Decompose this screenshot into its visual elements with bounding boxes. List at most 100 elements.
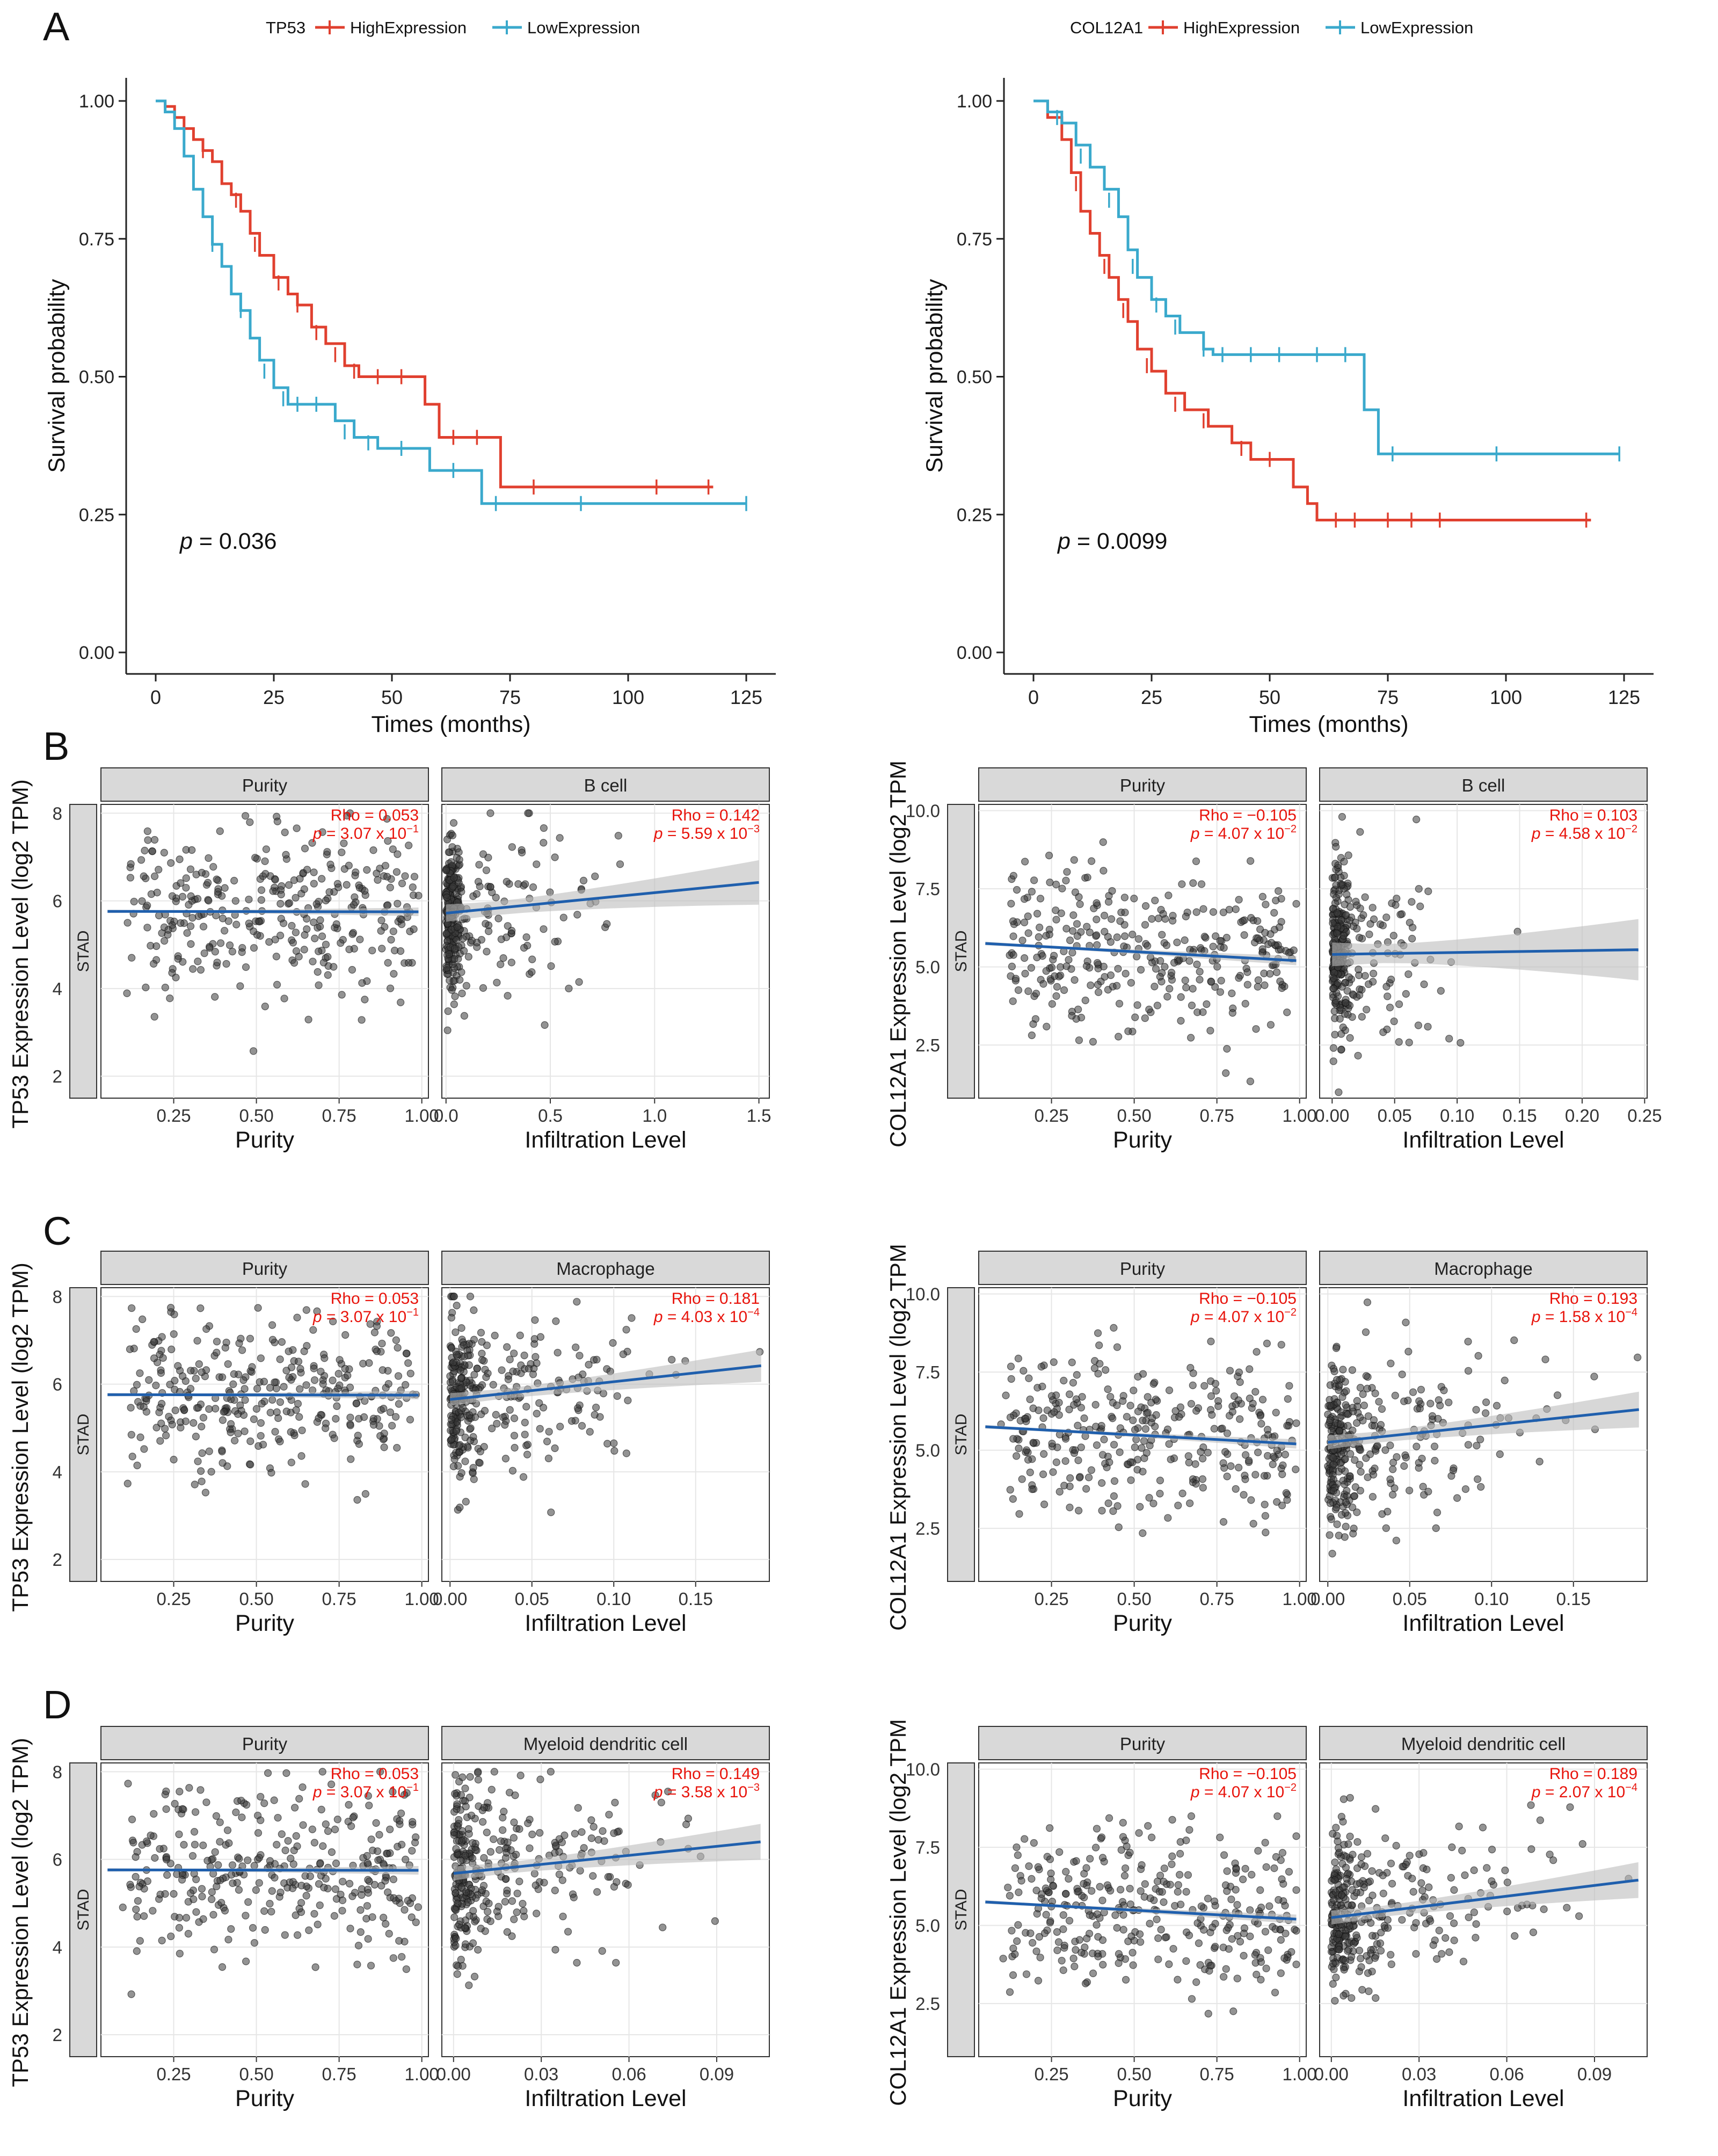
data-point	[1334, 1399, 1342, 1407]
data-point	[490, 1835, 498, 1843]
data-point	[1009, 1495, 1017, 1503]
row-strip	[947, 804, 975, 1099]
data-point	[182, 884, 190, 892]
data-point	[524, 809, 532, 817]
data-point	[1055, 1848, 1064, 1856]
data-point	[447, 1313, 456, 1322]
data-point	[1052, 881, 1060, 889]
data-point	[1229, 2007, 1237, 2015]
data-point	[402, 1965, 410, 1973]
data-point	[1233, 1974, 1241, 1983]
data-point	[198, 1368, 206, 1376]
data-point	[288, 921, 296, 930]
data-point	[1457, 1039, 1465, 1047]
data-point	[476, 882, 484, 890]
x-tick-label: 0.05	[1378, 1106, 1412, 1126]
data-point	[1177, 1900, 1185, 1908]
data-point	[1119, 1926, 1127, 1934]
y-tick-label: 0.00	[79, 643, 114, 663]
data-point	[1101, 927, 1109, 936]
data-point	[1061, 1435, 1070, 1443]
y-tick-label: 4	[53, 1937, 62, 1957]
data-point	[287, 1428, 295, 1436]
data-point	[1477, 1483, 1485, 1491]
data-point	[1339, 1023, 1347, 1032]
data-point	[529, 1370, 537, 1378]
data-point	[314, 1920, 322, 1928]
data-point	[610, 1439, 618, 1447]
data-point	[1453, 1494, 1461, 1502]
data-point	[199, 1915, 207, 1923]
data-point	[229, 1380, 237, 1388]
data-point	[462, 1803, 470, 1811]
data-point	[573, 911, 581, 919]
data-point	[1406, 1852, 1414, 1860]
x-tick-label: 0.00	[1314, 2064, 1349, 2084]
data-point	[1220, 1851, 1228, 1859]
data-point	[1337, 1511, 1346, 1519]
data-point	[1059, 1911, 1067, 1919]
data-point	[1058, 884, 1066, 892]
x-tick-label: 0.06	[1489, 2064, 1524, 2084]
data-point	[1227, 1895, 1235, 1904]
data-point	[1192, 908, 1200, 916]
data-point	[398, 880, 406, 888]
data-point	[456, 976, 464, 984]
data-point	[460, 1012, 469, 1020]
data-point	[472, 890, 481, 898]
data-point	[1251, 1388, 1260, 1396]
data-point	[1409, 1888, 1417, 1896]
data-point	[493, 1420, 501, 1428]
data-point	[1090, 1364, 1098, 1373]
data-point	[1008, 1927, 1016, 1935]
data-point	[1104, 1499, 1112, 1507]
data-point	[1047, 1869, 1055, 1877]
data-point	[1432, 1524, 1440, 1532]
data-point	[191, 1840, 199, 1849]
x-axis-label: Infiltration Level	[1402, 1610, 1564, 1636]
data-point	[158, 1936, 166, 1944]
data-point	[1356, 1461, 1364, 1469]
data-point	[1127, 979, 1135, 987]
facet-strip-label: Myeloid dendritic cell	[1401, 1734, 1566, 1754]
data-point	[1175, 1413, 1183, 1421]
data-point	[1406, 1486, 1414, 1494]
data-point	[157, 1369, 165, 1377]
data-point	[266, 1900, 274, 1908]
data-point	[1496, 1450, 1504, 1458]
data-point	[211, 948, 219, 956]
data-point	[347, 1822, 355, 1830]
data-point	[1377, 1928, 1385, 1937]
data-point	[276, 899, 285, 908]
data-point	[170, 1455, 178, 1464]
data-point	[178, 1876, 186, 1884]
data-point	[191, 1480, 199, 1489]
data-point	[134, 1398, 142, 1406]
data-point	[1365, 930, 1373, 939]
data-point	[461, 1923, 469, 1932]
data-point	[1136, 1502, 1144, 1511]
x-tick-label: 0.50	[239, 1589, 273, 1609]
data-point	[364, 1935, 372, 1943]
data-point	[1062, 962, 1071, 970]
data-point	[1430, 1442, 1439, 1450]
data-point	[1021, 954, 1029, 962]
data-point	[407, 1913, 416, 1921]
data-point	[1220, 1973, 1228, 1981]
regression-line	[985, 942, 1297, 962]
regression-line	[446, 881, 759, 914]
data-point	[1060, 986, 1068, 994]
data-point	[519, 1900, 527, 1908]
data-point	[1115, 1959, 1123, 1968]
data-point	[451, 1905, 459, 1913]
data-point	[1178, 880, 1186, 888]
data-point	[290, 876, 298, 884]
data-point	[1243, 981, 1251, 989]
data-point	[1536, 1816, 1544, 1824]
y-tick-label: 0.50	[957, 367, 992, 388]
data-point	[241, 1396, 249, 1404]
corr-plot-col12a1-c: COL12A1 Expression Level (log2 TPM STAD2.…	[885, 1244, 1648, 1636]
data-point	[1182, 1957, 1190, 1965]
data-point	[578, 1828, 586, 1836]
data-point	[1126, 1402, 1134, 1410]
